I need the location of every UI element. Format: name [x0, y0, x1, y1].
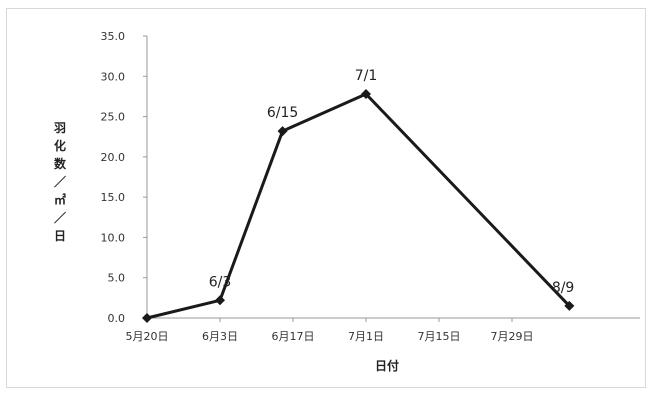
y-axis-title-char: ／ [54, 174, 66, 189]
y-axis-title-char: ㎡ [54, 192, 66, 207]
y-axis-title-char: 数 [54, 156, 67, 171]
data-point-marker [564, 300, 575, 311]
y-tick-label: 20.0 [101, 151, 126, 164]
y-tick-label: 0.0 [108, 312, 126, 325]
data-point-marker [277, 126, 288, 137]
x-axis-title: 日付 [375, 358, 399, 373]
data-point-label: 7/1 [355, 68, 378, 84]
y-tick-label: 5.0 [108, 272, 126, 285]
y-axis-title-char: 羽 [54, 121, 66, 135]
y-ticks: 0.0 5.0 10.0 15.0 20.0 25.0 30.0 35.0 [101, 30, 147, 325]
x-tick-label: 5月20日 [126, 330, 169, 343]
data-point-marker [361, 89, 371, 100]
x-ticks: 5月20日 6月3日 6月17日 7月1日 7月15日 7月29日 [126, 318, 534, 343]
x-tick-label: 7月29日 [491, 330, 534, 343]
x-tick-label: 6月3日 [202, 330, 238, 343]
point-labels: 6/3 6/15 7/1 8/9 [209, 68, 575, 296]
y-axis-title-char: 日 [54, 229, 66, 243]
series-layer [142, 89, 575, 323]
x-tick-label: 6月17日 [272, 330, 315, 343]
data-point-marker [142, 313, 152, 323]
chart-frame [6, 8, 646, 388]
y-tick-label: 25.0 [101, 111, 126, 124]
y-tick-label: 30.0 [101, 70, 126, 83]
data-point-marker [215, 295, 225, 306]
y-axis-title: 羽化数 ／ ㎡ ／ 日 [54, 121, 67, 243]
y-axis-title-char: ／ [54, 210, 66, 225]
data-point-label: 6/15 [267, 105, 298, 121]
x-tick-label: 7月1日 [348, 330, 384, 343]
data-point-label: 6/3 [209, 274, 232, 290]
y-tick-label: 15.0 [101, 191, 126, 204]
y-axis-title-char: 化 [54, 138, 66, 153]
x-tick-label: 7月15日 [418, 330, 461, 343]
y-tick-label: 35.0 [101, 30, 126, 43]
y-tick-label: 10.0 [101, 231, 126, 244]
data-point-label: 8/9 [552, 280, 575, 296]
